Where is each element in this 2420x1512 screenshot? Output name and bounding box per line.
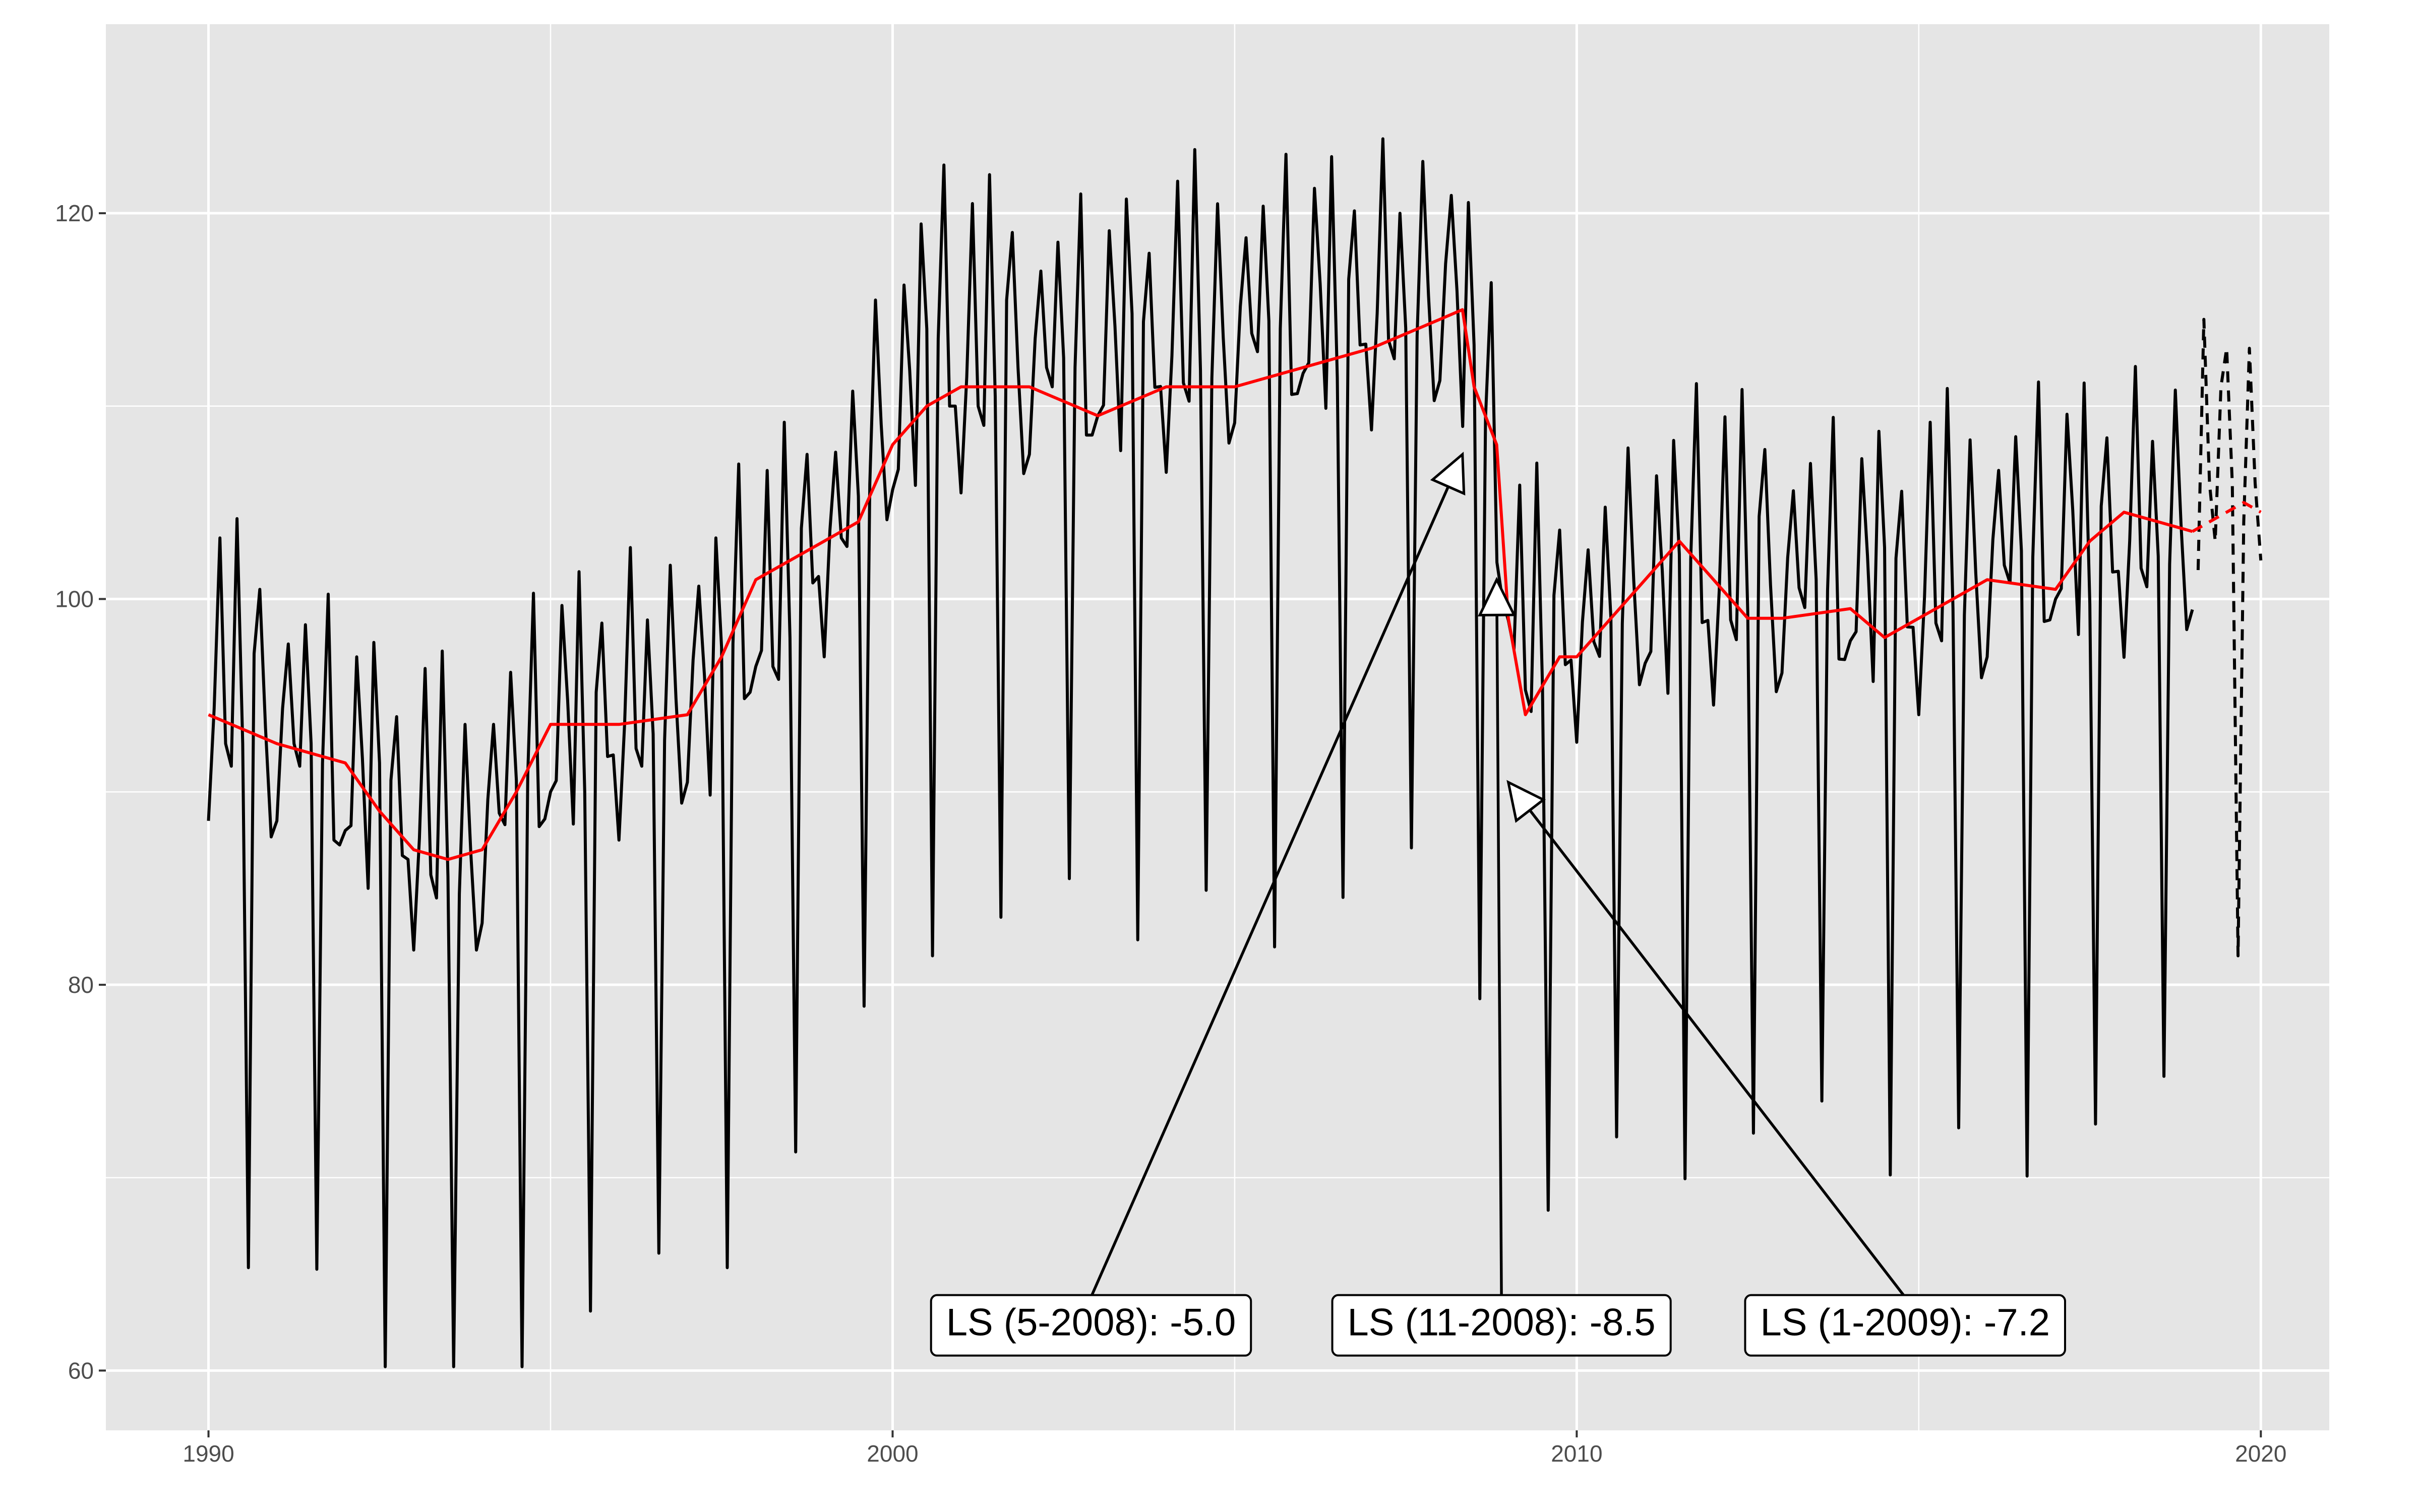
x-tick-label: 2010 [1551, 1440, 1602, 1467]
annotation-label-box [1331, 1294, 1672, 1357]
y-tick-label: 100 [55, 586, 94, 612]
y-tick-label: 80 [68, 972, 94, 998]
annotation: LS (11-2008): -8.5 [1331, 577, 1672, 1357]
annotation-label-box [930, 1294, 1252, 1357]
series-line-trend-forecast [2192, 501, 2262, 533]
series-lines [207, 137, 2263, 1368]
y-tick-label: 60 [68, 1357, 94, 1383]
plot-panel [106, 24, 2329, 1430]
series-line-forecast [2196, 318, 2263, 958]
x-tick-label: 1990 [183, 1440, 234, 1467]
series-line-actual [207, 137, 2194, 1368]
annotation-arrowhead [1478, 577, 1517, 616]
annotation-label: LS (1-2009): -7.2 [1760, 1301, 2050, 1344]
annotation-leader-line [1495, 580, 1503, 1297]
annotation-label-box [1744, 1294, 2066, 1357]
annotation-arrowhead [1506, 780, 1546, 823]
annotation-leader-line [1507, 781, 1906, 1298]
annotation: LS (1-2009): -7.2 [1506, 780, 2066, 1357]
x-tick-label: 2020 [2235, 1440, 2286, 1467]
annotation-arrowhead [1430, 452, 1466, 496]
annotation-leader-line [1090, 454, 1464, 1298]
annotations: LS (5-2008): -5.0 LS (11-2008): -8.5 LS (1… [930, 452, 2066, 1357]
annotation: LS (5-2008): -5.0 [930, 452, 1466, 1357]
series-line-trend [208, 308, 2193, 861]
x-tick-label: 2000 [867, 1440, 918, 1467]
annotation-label: LS (11-2008): -8.5 [1348, 1301, 1656, 1344]
annotation-label: LS (5-2008): -5.0 [946, 1301, 1236, 1344]
y-tick-label: 120 [55, 200, 94, 226]
axes: 1990 2000 2010 2020 60 80 100 120 [55, 200, 2286, 1467]
